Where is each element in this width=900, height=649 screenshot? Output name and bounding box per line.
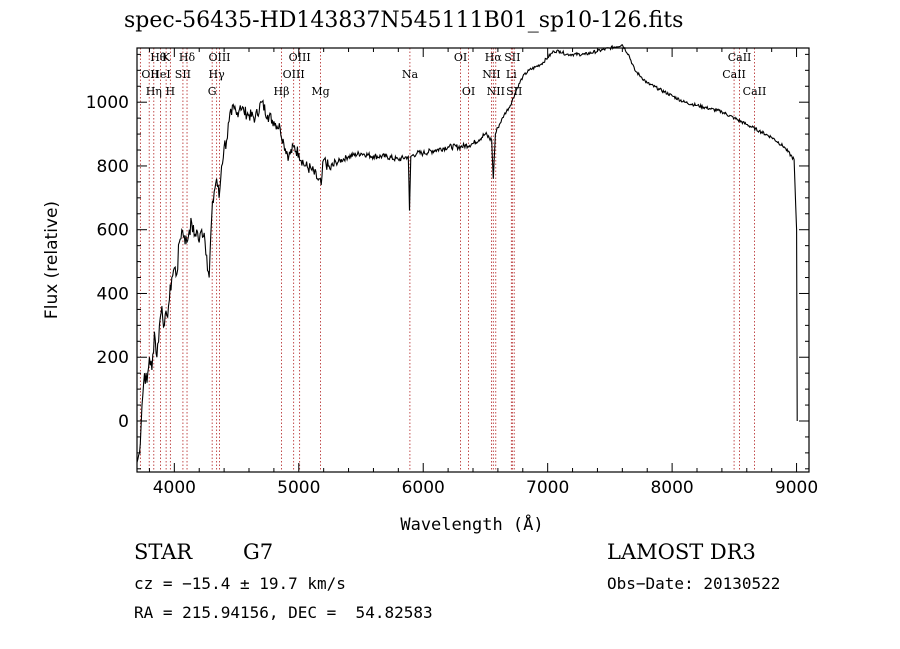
line-marker-label: SII [175, 68, 191, 81]
plot-frame [136, 47, 810, 473]
y-tick-label: 200 [97, 348, 129, 368]
x-axis-label: Wavelength (Å) [400, 513, 543, 535]
line-marker-label: Na [402, 68, 419, 81]
line-marker-label: Li [506, 68, 517, 81]
emission-line-labels: Hθ OII Hη K HeI SII H Hδ OIII Hγ G OIII OIII Hβ Mg Na OI… [141, 51, 766, 98]
x-tick-label: 9000 [775, 478, 818, 498]
x-axis-ticks: 4000 5000 6000 7000 8000 9000 [148, 48, 818, 498]
emission-line-markers [139, 48, 755, 472]
y-tick-label: 0 [118, 412, 129, 432]
line-marker-label: OI [462, 85, 475, 98]
line-marker-label: HeI [150, 68, 170, 81]
redshift-text: cz = −15.4 ± 19.7 km/s [134, 574, 346, 593]
spectrum-series-line [136, 44, 798, 463]
line-marker-label: Hβ [274, 85, 290, 98]
line-marker-label: NII [482, 68, 500, 81]
survey-label: LAMOST DR3 [607, 540, 756, 564]
coordinates-text: RA = 215.94156, DEC = 54.82583 [134, 603, 433, 622]
line-marker-label: CaII [743, 85, 767, 98]
line-marker-label: NII [487, 85, 505, 98]
line-marker-label: Hγ [209, 68, 226, 81]
x-tick-label: 6000 [402, 478, 445, 498]
obs-date-text: Obs−Date: 20130522 [607, 574, 781, 593]
line-marker-label: OI [454, 51, 467, 64]
x-tick-label: 4000 [153, 478, 196, 498]
line-marker-label: OIII [283, 68, 305, 81]
line-marker-label: Hη [146, 85, 162, 98]
x-tick-label: 7000 [526, 478, 569, 498]
spectral-subclass: G7 [243, 540, 274, 564]
line-marker-label: Mg [311, 85, 329, 98]
y-tick-label: 600 [97, 221, 129, 241]
y-tick-label: 400 [97, 284, 129, 304]
line-marker-label: G [208, 85, 217, 98]
line-marker-label: CaII [722, 68, 746, 81]
line-marker-label: Hα [485, 51, 503, 64]
line-marker-label: OIII [289, 51, 311, 64]
line-marker-label: SII [504, 51, 520, 64]
x-tick-label: 5000 [277, 478, 320, 498]
y-axis-label: Flux (relative) [42, 201, 62, 319]
chart-title: spec-56435-HD143837N545111B01_sp10-126.f… [124, 8, 684, 33]
x-tick-label: 8000 [650, 478, 693, 498]
line-marker-label: Hδ [179, 51, 196, 64]
object-class: STAR [134, 540, 193, 564]
y-axis-ticks: 0 200 400 600 800 1000 [86, 53, 809, 470]
line-marker-label: OII [141, 68, 159, 81]
line-marker-label: Hθ [150, 51, 167, 64]
line-marker-label: CaII [728, 51, 752, 64]
line-marker-label: K [162, 51, 171, 64]
line-marker-label: OIII [208, 51, 230, 64]
y-tick-label: 800 [97, 157, 129, 177]
line-marker-label: H [166, 85, 176, 98]
y-tick-label: 1000 [86, 93, 129, 113]
